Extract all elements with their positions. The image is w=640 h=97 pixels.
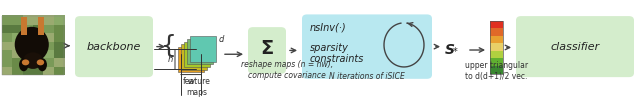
FancyBboxPatch shape [75, 16, 153, 77]
Bar [33, 41, 44, 50]
Bar [22, 15, 34, 25]
Bar [2, 58, 13, 67]
Bar [490, 36, 503, 44]
FancyBboxPatch shape [302, 14, 432, 79]
Bar [54, 41, 65, 50]
Text: classifier: classifier [550, 42, 600, 52]
Text: feature
maps: feature maps [183, 77, 211, 97]
Text: backbone: backbone [87, 42, 141, 52]
Ellipse shape [19, 58, 28, 71]
Bar [12, 15, 24, 25]
Bar [44, 49, 54, 58]
Bar [44, 15, 54, 25]
Bar [44, 66, 54, 75]
Bar [44, 58, 54, 67]
Bar [181, 44, 207, 70]
Bar [12, 66, 24, 75]
Text: nsInv(·): nsInv(·) [310, 23, 347, 33]
Bar [20, 17, 27, 35]
Text: reshape maps (n = hw),
compute covariance: reshape maps (n = hw), compute covarianc… [241, 60, 333, 80]
Bar [2, 66, 13, 75]
Text: d: d [219, 35, 225, 44]
Bar [54, 32, 65, 42]
Bar [54, 15, 65, 25]
Bar [33, 58, 44, 67]
Ellipse shape [36, 59, 44, 65]
Bar [33, 32, 44, 42]
Bar [190, 36, 216, 62]
Bar [44, 32, 54, 42]
Bar [44, 41, 54, 50]
Bar [2, 49, 13, 58]
Text: S: S [445, 43, 455, 57]
FancyBboxPatch shape [248, 27, 286, 74]
Bar [33, 24, 44, 33]
Text: w: w [188, 77, 195, 86]
Bar [54, 24, 65, 33]
Bar [54, 66, 65, 75]
Bar [490, 21, 503, 74]
Bar [490, 21, 503, 29]
Bar [490, 43, 503, 51]
Bar [44, 24, 54, 33]
Bar [33, 15, 44, 25]
Bar [187, 39, 213, 64]
Text: upper triangular
to d(d+1)/2 vec.: upper triangular to d(d+1)/2 vec. [465, 61, 528, 81]
Bar [2, 16, 64, 75]
Bar [33, 49, 44, 58]
FancyBboxPatch shape [516, 16, 634, 77]
Bar [22, 32, 34, 42]
Bar [490, 51, 503, 59]
Bar [490, 58, 503, 66]
Ellipse shape [38, 58, 47, 71]
Bar [22, 49, 34, 58]
Bar [2, 24, 13, 33]
Bar [22, 66, 34, 75]
Text: N iterations of iSICE: N iterations of iSICE [329, 71, 405, 81]
Bar [12, 24, 24, 33]
Bar [2, 41, 13, 50]
Bar [54, 49, 65, 58]
Ellipse shape [22, 59, 29, 65]
Text: *: * [453, 47, 458, 57]
Bar [54, 58, 65, 67]
Bar [38, 17, 44, 35]
Bar [2, 32, 13, 42]
Bar [12, 32, 24, 42]
Text: {: { [161, 34, 177, 58]
Ellipse shape [15, 27, 49, 62]
Bar [2, 15, 13, 25]
Bar [12, 49, 24, 58]
Ellipse shape [23, 52, 43, 69]
Text: Σ: Σ [260, 39, 274, 58]
Bar [22, 24, 34, 33]
Text: sparsity
constraints: sparsity constraints [310, 43, 364, 64]
Bar [178, 47, 204, 72]
Bar [12, 58, 24, 67]
Bar [22, 41, 34, 50]
Bar [2, 16, 64, 75]
Bar [490, 66, 503, 74]
Bar [184, 42, 210, 67]
Bar [490, 28, 503, 36]
Text: h: h [168, 55, 173, 64]
Bar [33, 66, 44, 75]
Bar [12, 41, 24, 50]
Bar [22, 58, 34, 67]
